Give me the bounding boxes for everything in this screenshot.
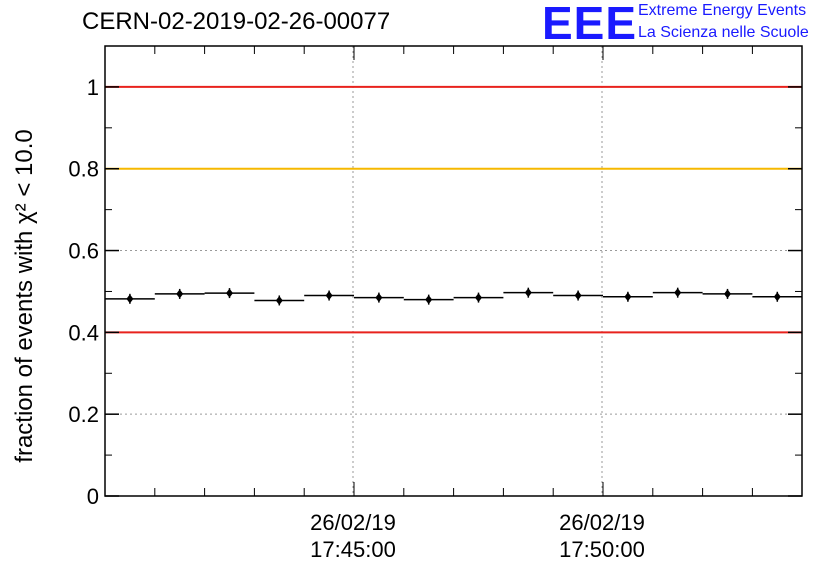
x-tick-label-time: 17:45:00 (310, 537, 396, 562)
chart-title: CERN-02-2019-02-26-00077 (82, 8, 391, 35)
plot-frame (104, 45, 803, 497)
data-point (226, 288, 233, 298)
y-tick-label: 0.8 (68, 157, 99, 182)
y-tick-label: 1 (87, 75, 99, 100)
eee-logo: EEE (542, 0, 638, 49)
data-point (126, 294, 134, 304)
x-tick-label-date: 26/02/19 (559, 510, 645, 535)
data-point (275, 295, 283, 305)
x-tick-label-date: 26/02/19 (310, 510, 396, 535)
logo-tagline-1: Extreme Energy Events (638, 2, 807, 19)
y-tick-label: 0.6 (68, 239, 99, 264)
data-point (574, 291, 582, 301)
data-point (475, 293, 482, 303)
y-axis-label: fraction of events with χ² < 10.0 (11, 129, 38, 462)
data-point (724, 289, 731, 299)
y-tick-label: 0.2 (68, 402, 99, 427)
data-point (375, 293, 383, 303)
y-tick-label: 0.4 (68, 320, 99, 345)
data-point (773, 292, 781, 302)
data-point (325, 291, 333, 301)
data-point (524, 288, 532, 298)
x-tick-label-time: 17:50:00 (559, 537, 645, 562)
data-point (674, 288, 682, 298)
data-point (624, 292, 632, 302)
data-point (176, 289, 184, 299)
logo-tagline-2: La Scienza nelle Scuole (638, 24, 809, 41)
y-tick-label: 0 (87, 484, 99, 509)
data-point (425, 295, 433, 305)
